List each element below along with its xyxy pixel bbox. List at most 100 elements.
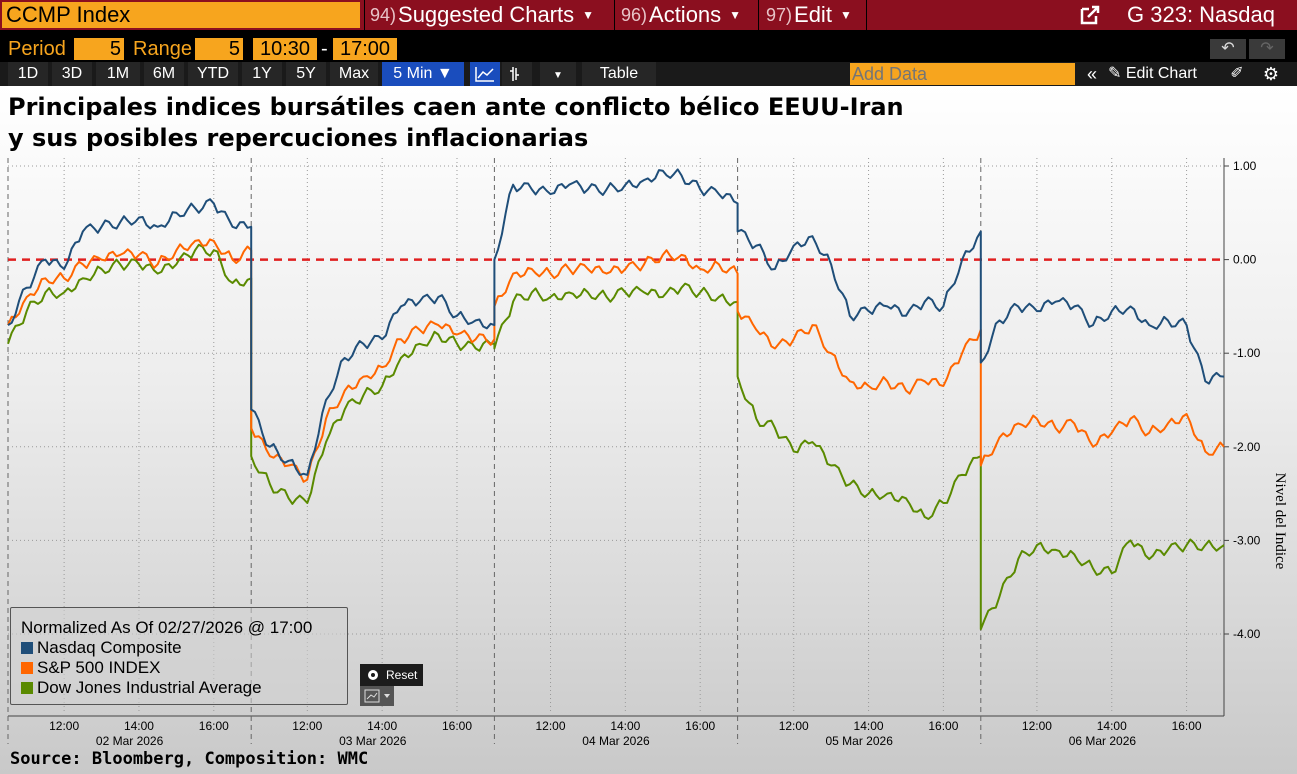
chart-type-dropdown[interactable]: ▼ [540, 62, 576, 86]
settings-button[interactable]: ⚙ [1258, 62, 1284, 86]
x-tick-label: 12:00 [536, 719, 566, 733]
x-day-label: 06 Mar 2026 [1069, 734, 1137, 748]
x-tick-label: 16:00 [442, 719, 472, 733]
legend-swatch [21, 682, 33, 694]
undo-icon: ↶ [1221, 40, 1235, 57]
menu-label: Actions [649, 2, 722, 27]
source-note: Source: Bloomberg, Composition: WMC [10, 749, 369, 769]
x-day-label: 04 Mar 2026 [582, 734, 650, 748]
edit-menu[interactable]: 97) Edit ▼ [766, 0, 852, 30]
menu-number: 97) [766, 5, 793, 25]
x-tick-label: 12:00 [1022, 719, 1052, 733]
legend-label: S&P 500 INDEX [37, 658, 161, 677]
edit-chart-button[interactable]: ✎ Edit Chart [1108, 62, 1220, 86]
x-tick-label: 16:00 [1172, 719, 1202, 733]
x-tick-label: 14:00 [610, 719, 640, 733]
period-label: Period [8, 38, 66, 60]
legend-swatch [21, 662, 33, 674]
menu-label: Edit [794, 2, 832, 27]
bar-chart-button[interactable] [502, 62, 532, 86]
pencil-icon: ✎ [1108, 65, 1122, 82]
legend-item-sp500[interactable]: S&P 500 INDEX [21, 658, 347, 678]
ticker-field[interactable]: CCMP Index [2, 2, 360, 28]
redo-icon: ↷ [1260, 40, 1274, 57]
suggested-charts-menu[interactable]: 94) Suggested Charts ▼ [370, 0, 594, 30]
zoom-mode-button[interactable] [360, 686, 394, 706]
zoom-chart-icon [364, 689, 390, 703]
range-1m-button[interactable]: 1M [96, 62, 140, 86]
legend-label: Nasdaq Composite [37, 638, 182, 657]
end-time-field[interactable]: 17:00 [333, 38, 397, 60]
y-tick-label: -2.00 [1233, 440, 1261, 454]
edit-chart-label: Edit Chart [1125, 65, 1197, 82]
x-tick-label: 12:00 [779, 719, 809, 733]
caret-down-icon: ▼ [729, 8, 742, 22]
range-ytd-button[interactable]: YTD [188, 62, 238, 86]
reset-zoom-button[interactable]: Reset [360, 664, 423, 686]
y-tick-label: -3.00 [1233, 533, 1261, 547]
gear-icon: ⚙ [1262, 64, 1280, 84]
y-axis-label: Nivel del Indice [1272, 473, 1288, 570]
start-time-field[interactable]: 10:30 [253, 38, 317, 60]
chart-title-line-2: y sus posibles repercuciones inflacionar… [8, 124, 589, 152]
x-tick-label: 16:00 [928, 719, 958, 733]
actions-menu[interactable]: 96) Actions ▼ [621, 0, 741, 30]
caret-down-icon: ▼ [839, 8, 852, 22]
period-range-bar: Period 5 Range 5 10:30 - 17:00 ↶ ↷ [0, 37, 1297, 61]
x-day-label: 03 Mar 2026 [339, 734, 407, 748]
time-separator: - [321, 38, 328, 60]
range-1d-button[interactable]: 1D [8, 62, 48, 86]
menu-separator [614, 0, 615, 30]
range-3d-button[interactable]: 3D [52, 62, 92, 86]
annotate-icon: ✐ [1230, 65, 1244, 82]
x-tick-label: 14:00 [854, 719, 884, 733]
collapse-button[interactable]: « [1079, 62, 1105, 86]
series-line-dow-jones-industrial-average [7, 243, 1225, 631]
interval-dropdown[interactable]: 5 Min ▼ [382, 62, 464, 86]
chart-toolbar: 1D 3D 1M 6M YTD 1Y 5Y Max 5 Min ▼ ▼ Tabl… [0, 62, 1297, 86]
y-tick-label: 1.00 [1233, 159, 1257, 173]
x-tick-label: 16:00 [199, 719, 229, 733]
menu-number: 94) [370, 5, 397, 25]
undo-button[interactable]: ↶ [1210, 39, 1246, 59]
x-tick-label: 16:00 [685, 719, 715, 733]
reset-label: Reset [386, 668, 418, 682]
y-tick-label: -4.00 [1233, 627, 1261, 641]
period-field[interactable]: 5 [74, 38, 124, 60]
range-5y-button[interactable]: 5Y [286, 62, 326, 86]
top-header-bar: CCMP Index 94) Suggested Charts ▼ 96) Ac… [0, 0, 1297, 30]
caret-down-icon: ▼ [553, 70, 563, 81]
chart-title-line-1: Principales indices bursátiles caen ante… [8, 93, 904, 121]
chart-legend: Normalized As Of 02/27/2026 @ 17:00 Nasd… [10, 607, 348, 705]
redo-button[interactable]: ↷ [1249, 39, 1285, 59]
line-chart-button[interactable] [470, 62, 500, 86]
ohlc-bar-icon [510, 67, 519, 81]
reset-icon [368, 670, 378, 680]
table-button[interactable]: Table [582, 62, 656, 86]
series-line-nasdaq-composite [7, 168, 1225, 476]
x-day-label: 05 Mar 2026 [826, 734, 894, 748]
y-tick-label: 0.00 [1233, 253, 1257, 267]
menu-separator [364, 0, 365, 30]
range-1y-button[interactable]: 1Y [242, 62, 282, 86]
menu-separator [758, 0, 759, 30]
x-tick-label: 14:00 [367, 719, 397, 733]
range-max-button[interactable]: Max [330, 62, 378, 86]
legend-swatch [21, 642, 33, 654]
caret-down-icon: ▼ [582, 8, 595, 22]
legend-label: Dow Jones Industrial Average [37, 678, 262, 697]
popout-icon[interactable] [1080, 5, 1100, 25]
chart-title: Principales indices bursátiles caen ante… [8, 92, 968, 154]
annotate-button[interactable]: ✐ [1224, 62, 1250, 86]
x-day-label: 02 Mar 2026 [96, 734, 164, 748]
legend-item-dow[interactable]: Dow Jones Industrial Average [21, 678, 347, 698]
range-6m-button[interactable]: 6M [144, 62, 184, 86]
y-tick-label: -1.00 [1233, 346, 1261, 360]
range-field[interactable]: 5 [195, 38, 243, 60]
series-line-s-p-500-index [7, 238, 1225, 483]
add-data-input[interactable] [850, 63, 1075, 85]
menu-label: Suggested Charts [398, 2, 575, 27]
legend-header: Normalized As Of 02/27/2026 @ 17:00 [21, 618, 313, 637]
line-chart[interactable]: 12:00 14:00 16:00 02 Mar 2026 12:00 14:00 16:0… [0, 86, 1297, 774]
legend-item-nasdaq[interactable]: Nasdaq Composite [21, 638, 347, 658]
